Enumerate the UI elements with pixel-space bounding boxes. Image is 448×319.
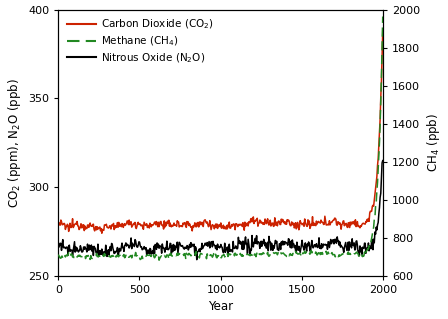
Y-axis label: CO$_2$ (ppm), N$_2$O (ppb): CO$_2$ (ppm), N$_2$O (ppb) (5, 78, 22, 208)
Y-axis label: CH$_4$ (ppb): CH$_4$ (ppb) (426, 113, 443, 172)
X-axis label: Year: Year (208, 300, 233, 314)
Legend: Carbon Dioxide (CO$_2$), Methane (CH$_4$), Nitrous Oxide (N$_2$O): Carbon Dioxide (CO$_2$), Methane (CH$_4$… (64, 15, 217, 68)
